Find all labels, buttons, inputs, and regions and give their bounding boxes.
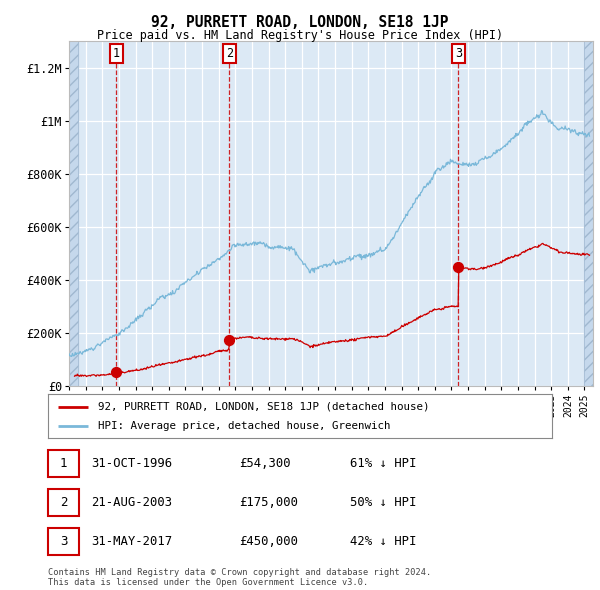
Point (111, 368, 121, 377)
Bar (69, 41, 78, 386)
Text: 92, PURRETT ROAD, LONDON, SE18 1JP: 92, PURRETT ROAD, LONDON, SE18 1JP (151, 15, 449, 30)
FancyBboxPatch shape (48, 450, 79, 477)
Text: 31-MAY-2017: 31-MAY-2017 (91, 535, 172, 548)
Text: 21-AUG-2003: 21-AUG-2003 (91, 496, 172, 509)
Text: 61% ↓ HPI: 61% ↓ HPI (350, 457, 417, 470)
Text: £450,000: £450,000 (239, 535, 299, 548)
Bar (584, 41, 595, 386)
Text: 2: 2 (60, 496, 67, 509)
Text: 1: 1 (112, 47, 119, 60)
Text: 42% ↓ HPI: 42% ↓ HPI (350, 535, 417, 548)
Text: Contains HM Land Registry data © Crown copyright and database right 2024.
This d: Contains HM Land Registry data © Crown c… (48, 568, 431, 587)
Text: 3: 3 (455, 47, 462, 60)
Text: £175,000: £175,000 (239, 496, 299, 509)
Text: 92, PURRETT ROAD, LONDON, SE18 1JP (detached house): 92, PURRETT ROAD, LONDON, SE18 1JP (deta… (98, 402, 430, 412)
Bar (584, 41, 595, 386)
Text: 2: 2 (226, 47, 233, 60)
Text: 50% ↓ HPI: 50% ↓ HPI (350, 496, 417, 509)
Text: 31-OCT-1996: 31-OCT-1996 (91, 457, 172, 470)
Text: Price paid vs. HM Land Registry's House Price Index (HPI): Price paid vs. HM Land Registry's House … (97, 29, 503, 42)
Point (224, 335, 234, 345)
Point (454, 262, 463, 271)
Text: HPI: Average price, detached house, Greenwich: HPI: Average price, detached house, Gree… (98, 421, 391, 431)
Text: £54,300: £54,300 (239, 457, 291, 470)
Bar (69, 41, 78, 386)
Text: 1: 1 (60, 457, 67, 470)
Text: 3: 3 (60, 535, 67, 548)
FancyBboxPatch shape (48, 527, 79, 555)
FancyBboxPatch shape (48, 489, 79, 516)
